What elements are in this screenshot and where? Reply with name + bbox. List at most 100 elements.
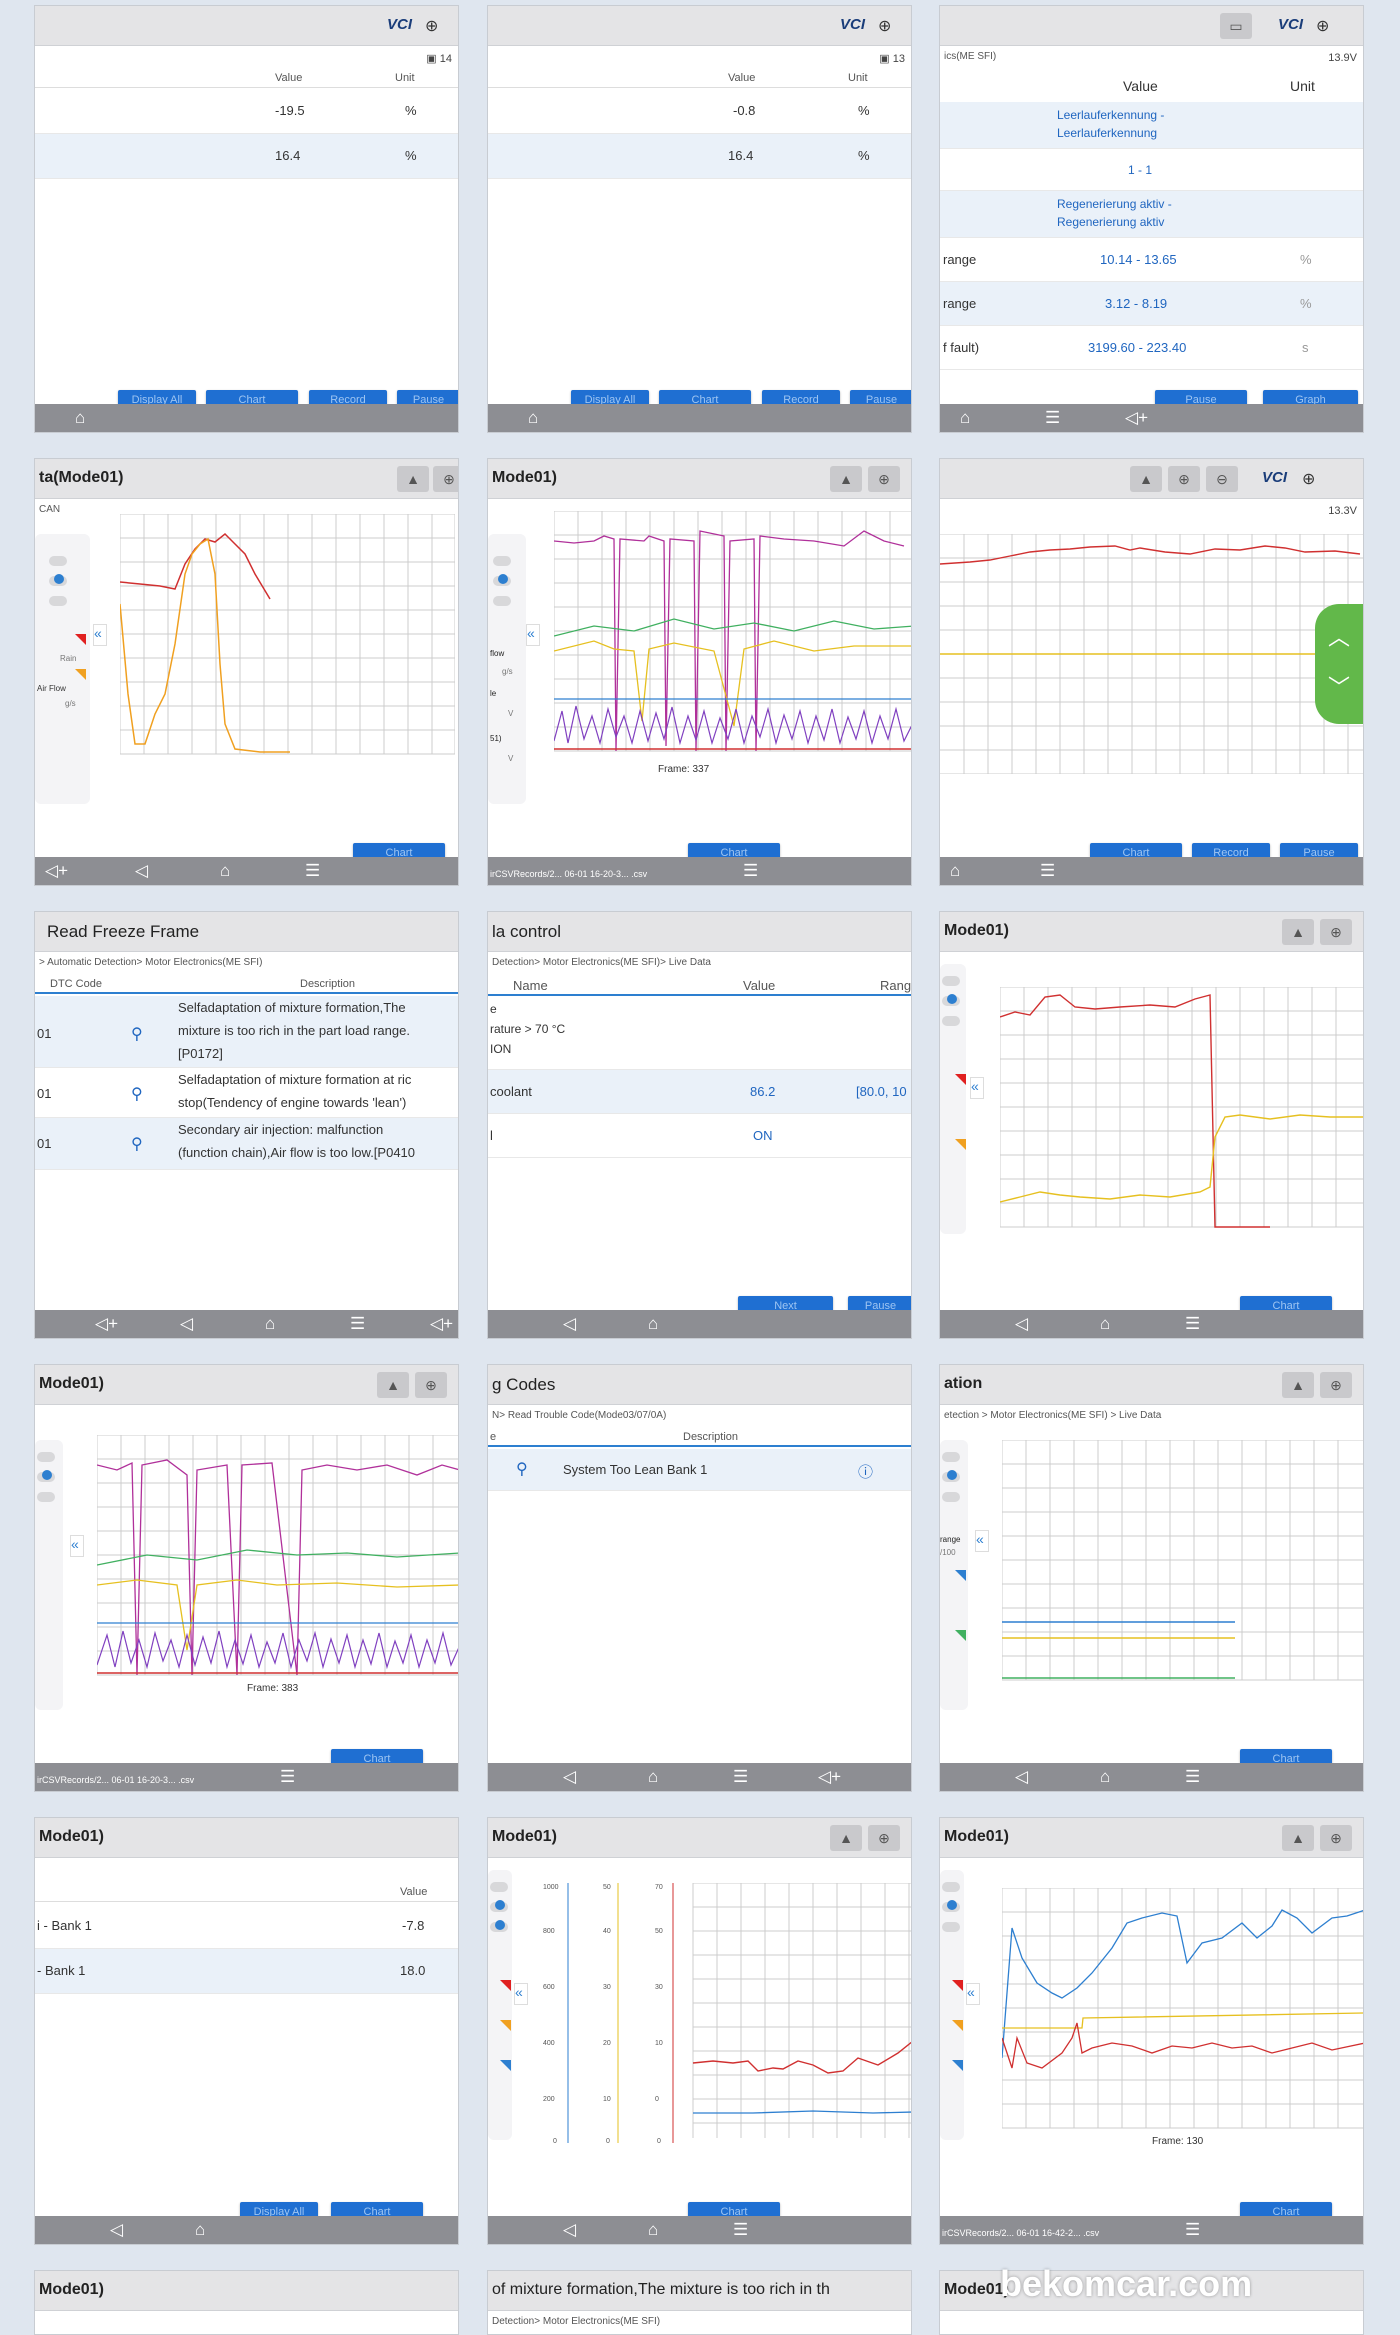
table-row[interactable]: e rature > 70 °C ION	[488, 998, 911, 1070]
series-toggle[interactable]	[942, 994, 960, 1006]
series-toggle[interactable]	[942, 1922, 960, 1932]
home-icon[interactable]: ⌂	[528, 408, 539, 427]
series-toggle[interactable]	[493, 556, 511, 566]
snapshot-icon[interactable]: ▲	[1282, 1372, 1314, 1398]
series-toggle[interactable]	[490, 1882, 508, 1892]
series-toggle[interactable]	[942, 1470, 960, 1482]
home-icon[interactable]: ⌂	[75, 408, 86, 427]
table-row[interactable]: 01 ⚲ Selfadaptation of mixture formation…	[35, 996, 458, 1068]
menu-icon[interactable]: ☰	[1040, 861, 1056, 880]
series-toggle[interactable]	[493, 574, 511, 586]
search-icon[interactable]: ⚲	[131, 1086, 143, 1103]
series-toggle[interactable]	[37, 1470, 55, 1482]
series-toggle[interactable]	[942, 976, 960, 986]
table-row[interactable]: i - Bank 1 -7.8	[35, 1904, 458, 1949]
zoom-icon[interactable]: ⊕	[868, 1825, 900, 1851]
home-icon[interactable]: ⌂	[1100, 1767, 1111, 1786]
home-icon[interactable]: ⌂	[648, 1767, 659, 1786]
table-row[interactable]: range 3.12 - 8.19 %	[940, 282, 1363, 326]
collapse-icon[interactable]: «	[70, 1535, 84, 1557]
series-toggle[interactable]	[49, 556, 67, 566]
series-toggle[interactable]	[37, 1492, 55, 1502]
table-row[interactable]: l ON	[488, 1114, 911, 1158]
back-icon[interactable]: ◁	[1015, 1314, 1029, 1333]
menu-icon[interactable]: ☰	[1045, 408, 1061, 427]
home-icon[interactable]: ⌂	[950, 861, 961, 880]
series-toggle[interactable]	[49, 574, 67, 586]
home-icon[interactable]: ⌂	[648, 1314, 659, 1333]
collapse-icon[interactable]: «	[514, 1983, 528, 2005]
menu-icon[interactable]: ☰	[280, 1767, 296, 1786]
series-toggle[interactable]	[942, 1900, 960, 1912]
table-row[interactable]: 16.4 %	[35, 134, 458, 179]
home-icon[interactable]: ⌂	[220, 861, 231, 880]
volume-down-icon[interactable]: ◁+	[95, 1314, 119, 1333]
menu-icon[interactable]: ☰	[733, 1767, 749, 1786]
series-toggle[interactable]	[490, 1900, 508, 1912]
snapshot-icon[interactable]: ▲	[1282, 919, 1314, 945]
back-icon[interactable]: ◁	[180, 1314, 194, 1333]
series-toggle[interactable]	[493, 596, 511, 606]
volume-down-icon[interactable]: ◁+	[818, 1767, 842, 1786]
home-icon[interactable]: ⌂	[265, 1314, 276, 1333]
table-row[interactable]: -19.5 %	[35, 89, 458, 134]
back-icon[interactable]: ◁	[563, 2220, 577, 2239]
snapshot-icon[interactable]: ▲	[830, 466, 862, 492]
zoom-icon[interactable]: ⊕	[1320, 1825, 1352, 1851]
table-row[interactable]: coolant 86.2 [80.0, 10	[488, 1070, 911, 1114]
zoom-in-icon[interactable]: ⊕	[1168, 466, 1200, 492]
back-icon[interactable]: ◁	[110, 2220, 124, 2239]
table-row[interactable]: -0.8 %	[488, 89, 911, 134]
home-icon[interactable]: ⌂	[648, 2220, 659, 2239]
volume-down-icon[interactable]: ◁+	[1125, 408, 1149, 427]
info-icon[interactable]: ⓘ	[858, 1464, 874, 1481]
table-row[interactable]: 01 ⚲ Selfadaptation of mixture formation…	[35, 1068, 458, 1118]
home-icon[interactable]: ⌂	[1100, 1314, 1111, 1333]
menu-icon[interactable]: ☰	[1185, 2220, 1201, 2239]
collapse-icon[interactable]: «	[966, 1983, 980, 2005]
zoom-icon[interactable]: ⊕	[1320, 1372, 1352, 1398]
series-toggle[interactable]	[942, 1452, 960, 1462]
menu-icon[interactable]: ☰	[350, 1314, 366, 1333]
collapse-icon[interactable]: «	[93, 624, 107, 646]
menu-icon[interactable]: ☰	[1185, 1314, 1201, 1333]
table-row[interactable]: ⚲ System Too Lean Bank 1 ⓘ	[488, 1449, 911, 1491]
scroll-control[interactable]: ︿ ﹀	[1315, 604, 1363, 724]
chat-icon[interactable]: ▭	[1220, 13, 1252, 39]
snapshot-icon[interactable]: ▲	[377, 1372, 409, 1398]
menu-icon[interactable]: ☰	[305, 861, 321, 880]
snapshot-icon[interactable]: ▲	[830, 1825, 862, 1851]
snapshot-icon[interactable]: ▲	[1130, 466, 1162, 492]
search-icon[interactable]: ⚲	[516, 1461, 528, 1478]
table-row[interactable]: 16.4 %	[488, 134, 911, 179]
collapse-icon[interactable]: «	[975, 1530, 989, 1552]
table-row[interactable]: Regenerierung aktiv - Regenerierung akti…	[940, 191, 1363, 238]
collapse-icon[interactable]: «	[526, 624, 540, 646]
volume-down-icon[interactable]: ◁+	[45, 861, 69, 880]
series-toggle[interactable]	[37, 1452, 55, 1462]
zoom-icon[interactable]: ⊕	[433, 466, 458, 492]
volume-up-icon[interactable]: ◁+	[430, 1314, 454, 1333]
table-row[interactable]: - Bank 1 18.0	[35, 1949, 458, 1994]
search-icon[interactable]: ⚲	[131, 1026, 143, 1043]
back-icon[interactable]: ◁	[135, 861, 149, 880]
series-toggle[interactable]	[942, 1016, 960, 1026]
zoom-icon[interactable]: ⊕	[1320, 919, 1352, 945]
home-icon[interactable]: ⌂	[960, 408, 971, 427]
series-toggle[interactable]	[942, 1882, 960, 1892]
zoom-out-icon[interactable]: ⊖	[1206, 466, 1238, 492]
menu-icon[interactable]: ☰	[733, 2220, 749, 2239]
zoom-icon[interactable]: ⊕	[868, 466, 900, 492]
menu-icon[interactable]: ☰	[1185, 1767, 1201, 1786]
table-row[interactable]: f fault) 3199.60 - 223.40 s	[940, 326, 1363, 370]
series-toggle[interactable]	[49, 596, 67, 606]
scroll-up-icon[interactable]: ︿	[1327, 625, 1350, 650]
back-icon[interactable]: ◁	[1015, 1767, 1029, 1786]
menu-icon[interactable]: ☰	[743, 861, 759, 880]
table-row[interactable]: range 10.14 - 13.65 %	[940, 238, 1363, 282]
table-row[interactable]: 01 ⚲ Secondary air injection: malfunctio…	[35, 1118, 458, 1170]
zoom-icon[interactable]: ⊕	[415, 1372, 447, 1398]
snapshot-icon[interactable]: ▲	[1282, 1825, 1314, 1851]
table-row[interactable]: Leerlauferkennung - Leerlauferkennung	[940, 102, 1363, 149]
back-icon[interactable]: ◁	[563, 1767, 577, 1786]
